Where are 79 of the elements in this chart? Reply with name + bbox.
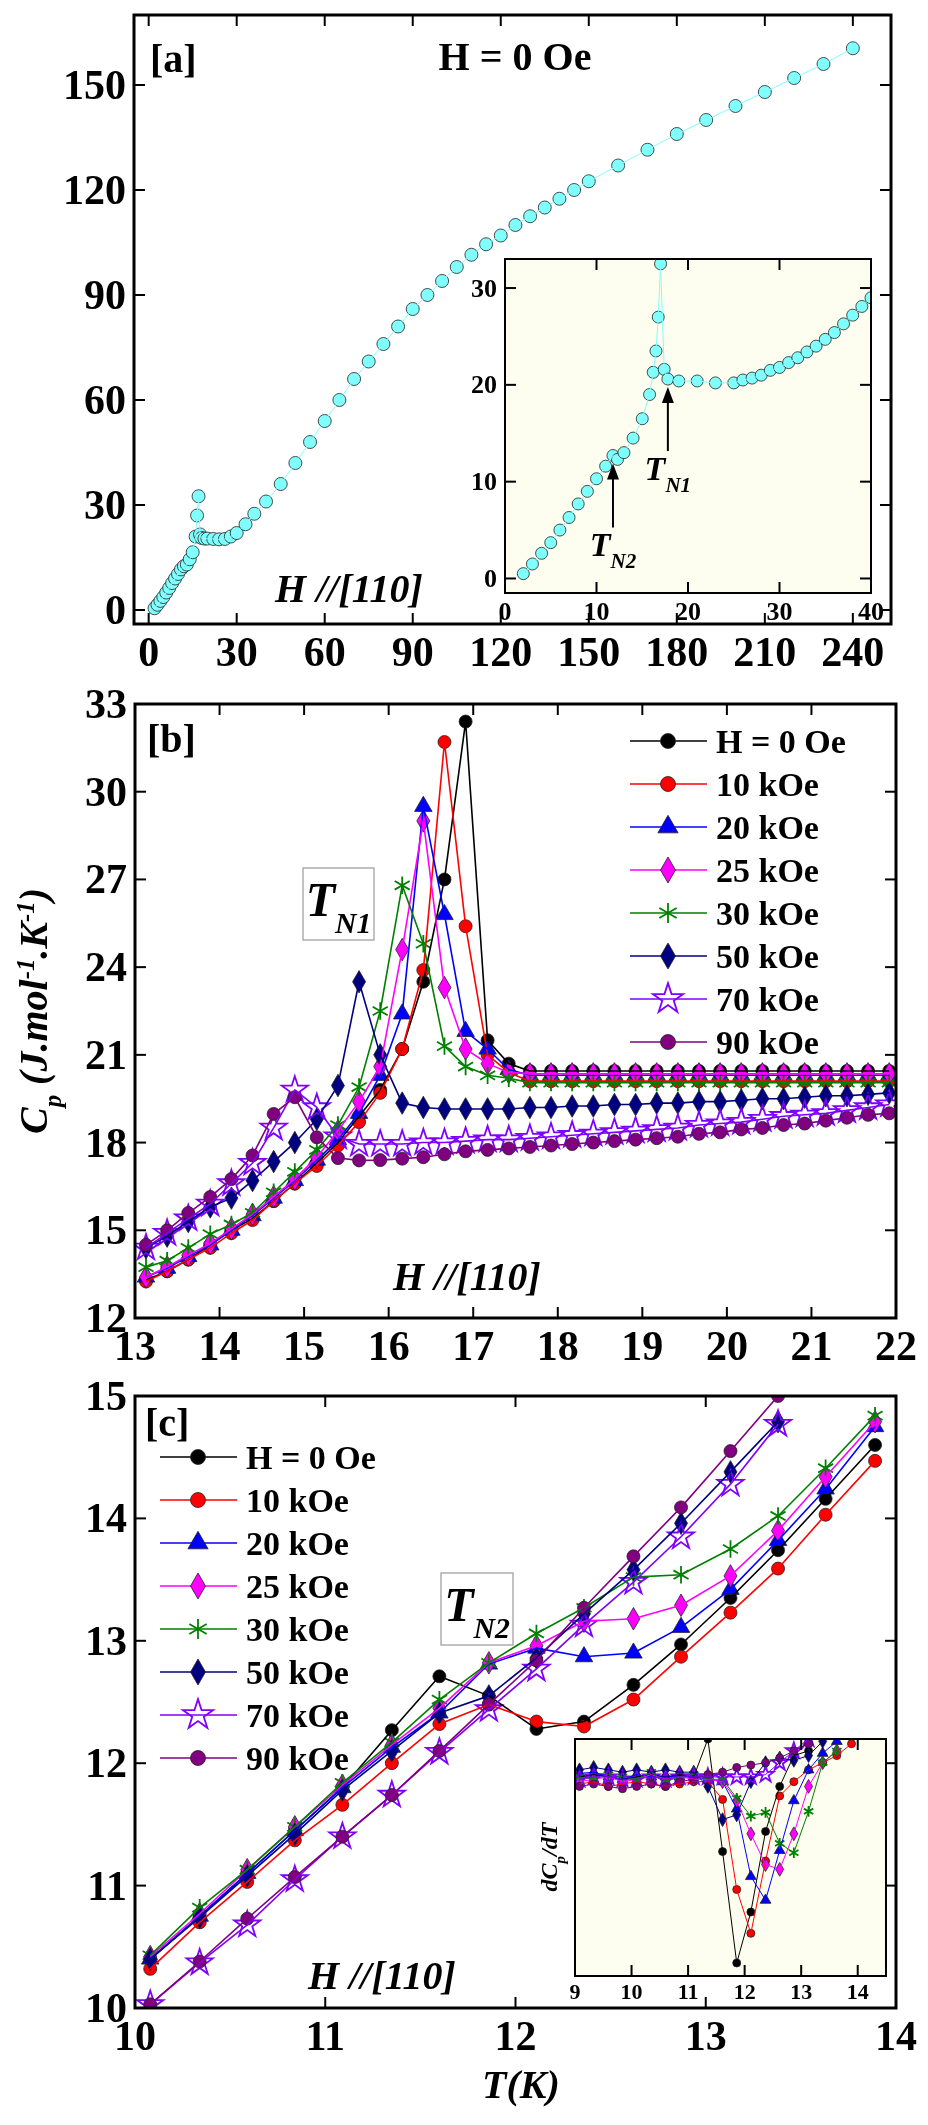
annotation: [a] — [150, 36, 197, 81]
y-tick-label: 150 — [63, 62, 126, 108]
y-tick-label: 12 — [85, 1740, 127, 1787]
annotation: H //[110] — [392, 1254, 541, 1299]
x-tick-label: 9 — [569, 1978, 581, 2004]
annotation: H //[110] — [307, 1953, 456, 1998]
y-tick-label: 30 — [471, 273, 497, 303]
x-tick-label: 17 — [452, 1322, 495, 1369]
y-tick-label: 10 — [471, 467, 497, 497]
x-tick-label: 30 — [215, 628, 258, 675]
legend-label: 90 kOe — [716, 1023, 819, 1061]
x-tick-label: 14 — [846, 1978, 869, 2004]
y-tick-label: 14 — [85, 1495, 127, 1542]
x-axis-title: T(K) — [482, 2062, 560, 2107]
x-tick-label: 16 — [367, 1322, 410, 1369]
x-tick-label: 90 — [391, 628, 434, 675]
legend-label: 90 kOe — [246, 1739, 349, 1777]
x-tick-label: 11 — [677, 1978, 699, 2004]
legend-label: 20 kOe — [716, 808, 819, 846]
annotation: T$_{N2}$ — [444, 1578, 510, 1644]
x-tick-label: 20 — [705, 1322, 748, 1369]
legend-label: H = 0 Oe — [246, 1438, 376, 1476]
y-tick-label: 90 — [84, 272, 126, 318]
legend-label: 70 kOe — [716, 980, 819, 1018]
legend-label: 25 kOe — [246, 1567, 349, 1605]
x-tick-label: 10 — [620, 1978, 643, 2004]
legend-label: 30 kOe — [716, 894, 819, 932]
legend-label: 70 kOe — [246, 1696, 349, 1734]
y-tick-label: 30 — [84, 482, 126, 528]
x-tick-label: 10 — [583, 596, 610, 626]
legend-label: 50 kOe — [716, 937, 819, 975]
x-tick-label: 180 — [645, 628, 709, 675]
y-tick-label: 18 — [85, 1119, 127, 1166]
x-tick-label: 30 — [766, 596, 793, 626]
legend-label: 10 kOe — [246, 1481, 349, 1519]
legend-label: 50 kOe — [246, 1653, 349, 1691]
y-tick-label: 60 — [84, 377, 126, 423]
x-tick-label: 21 — [790, 1322, 833, 1369]
y-tick-label: 20 — [471, 370, 497, 400]
x-tick-label: 12 — [733, 1978, 756, 2004]
y-tick-label: 15 — [85, 1207, 127, 1254]
x-tick-label: 13 — [790, 1978, 813, 2004]
y-tick-label: 120 — [63, 167, 126, 213]
x-tick-label: 240 — [821, 628, 885, 675]
y-tick-label: 21 — [85, 1031, 127, 1078]
legend-label: 20 kOe — [246, 1524, 349, 1562]
x-tick-label: 20 — [675, 596, 701, 626]
x-tick-label: 19 — [621, 1322, 664, 1369]
legend-label: 30 kOe — [246, 1610, 349, 1648]
x-tick-label: 150 — [557, 628, 621, 675]
legend-label: H = 0 Oe — [716, 722, 846, 760]
annotation: [b] — [147, 716, 196, 761]
x-tick-label: 14 — [198, 1322, 241, 1369]
x-tick-label: 0 — [138, 628, 160, 675]
y-tick-label: 27 — [85, 856, 127, 903]
legend-label: 10 kOe — [716, 765, 819, 803]
y-tick-label: 11 — [87, 1862, 127, 1909]
x-tick-label: 18 — [536, 1322, 579, 1369]
x-tick-label: 210 — [733, 628, 797, 675]
y-tick-label: 24 — [85, 944, 127, 991]
legend-label: 25 kOe — [716, 851, 819, 889]
x-tick-label: 15 — [283, 1322, 326, 1369]
annotation: T$_{N2}$ — [589, 526, 637, 574]
x-tick-label: 22 — [875, 1322, 917, 1369]
x-tick-label: 14 — [875, 2012, 917, 2059]
y-tick-label: 15 — [85, 1373, 127, 1419]
y-tick-label: 33 — [85, 681, 127, 727]
y-tick-label: 30 — [85, 768, 127, 815]
annotation: T$_{N1}$ — [644, 449, 692, 497]
x-tick-label: 40 — [858, 596, 884, 626]
x-tick-label: 13 — [684, 2012, 727, 2059]
y-tick-label: 0 — [484, 563, 497, 593]
y-tick-label: 13 — [85, 1617, 127, 1664]
annotation: H //[110] — [274, 566, 423, 611]
x-tick-label: 11 — [305, 2012, 346, 2059]
annotation: H = 0 Oe — [438, 34, 592, 79]
x-tick-label: 60 — [303, 628, 346, 675]
annotation: [c] — [145, 1400, 190, 1445]
annotation: T$_{N1}$ — [305, 873, 372, 939]
